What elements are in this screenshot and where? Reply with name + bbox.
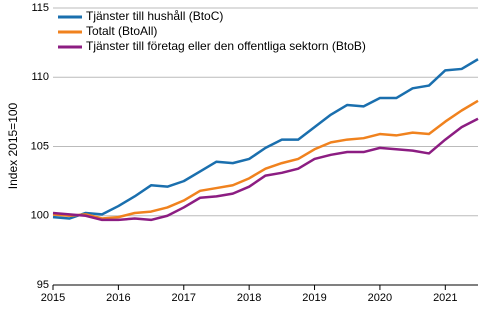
legend-label: Tjänster till hushåll (BtoC) (86, 9, 223, 23)
x-tick-label: 2019 (302, 292, 326, 304)
legend-label: Tjänster till företag eller den offentli… (86, 39, 366, 53)
series-line (52, 58, 479, 220)
legend-label: Totalt (BtoAll) (86, 24, 157, 38)
x-tick-label: 2018 (237, 292, 261, 304)
x-tick-label: 2020 (368, 292, 392, 304)
y-tick-label: 100 (31, 210, 49, 222)
y-tick-label: 110 (31, 71, 49, 83)
y-tick-label: 95 (37, 279, 49, 291)
series-line (52, 117, 479, 222)
y-tick-label: 105 (31, 140, 49, 152)
y-tick-label: 115 (31, 2, 49, 14)
x-tick-label: 2016 (106, 292, 130, 304)
x-tick-label: 2017 (172, 292, 196, 304)
y-axis-label: Index 2015=100 (6, 102, 20, 189)
x-tick-label: 2021 (433, 292, 457, 304)
x-tick-label: 2015 (41, 292, 65, 304)
series-line (52, 99, 479, 220)
